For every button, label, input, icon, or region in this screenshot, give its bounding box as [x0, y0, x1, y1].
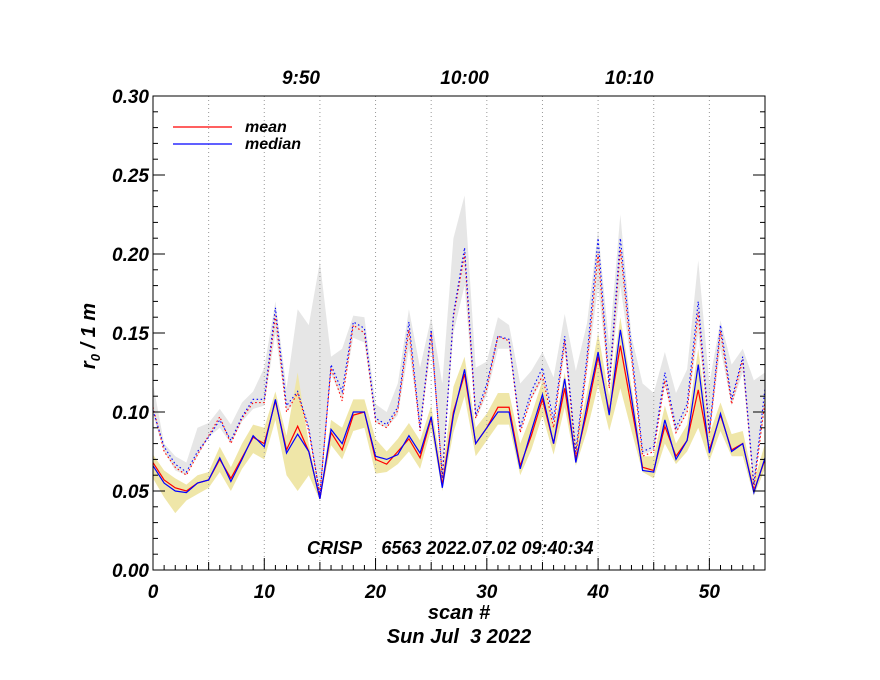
data-series — [152, 238, 766, 500]
legend-mean-label: mean — [245, 119, 287, 136]
x-tick-label: 0 — [148, 582, 159, 603]
legend-median-label: median — [245, 136, 301, 153]
x-tick-label: 20 — [364, 582, 387, 603]
lower-khaki-band — [153, 317, 765, 514]
mean-line — [152, 345, 766, 500]
y-tick-label: 0.30 — [112, 87, 149, 108]
x-tick-label: 10 — [254, 582, 276, 603]
x-tick-label: 30 — [476, 582, 498, 603]
upper-gray-band — [153, 195, 765, 495]
y-tick-label: 0.15 — [112, 324, 149, 345]
axis-ticks — [152, 95, 766, 571]
legend: mean median — [173, 119, 301, 153]
top-time-label: 10:00 — [440, 68, 489, 89]
mean-upper-dotted-line — [152, 249, 766, 495]
annotation-text: CRISP 6563 2022.07.02 09:40:34 — [307, 538, 594, 558]
y-tick-label: 0.20 — [112, 245, 149, 266]
tick-labels: 0 10 20 30 40 50 0.00 0.05 0.10 0.15 0.20 0.25 0.30 9… — [112, 68, 720, 603]
y-tick-label: 0.10 — [112, 403, 149, 424]
y-tick-label: 0.25 — [112, 166, 149, 187]
median-line — [152, 329, 766, 500]
x-tick-label: 50 — [699, 582, 721, 603]
date-label: Sun Jul 3 2022 — [387, 626, 532, 648]
y-tick-label: 0.05 — [112, 482, 149, 503]
shaded-bands — [153, 195, 765, 514]
x-axis-label: scan # — [428, 602, 491, 624]
top-time-label: 10:10 — [605, 68, 654, 89]
y-axis-label: r0 / 1 m — [78, 303, 103, 369]
x-tick-label: 40 — [587, 582, 610, 603]
y-tick-label: 0.00 — [112, 561, 149, 582]
vertical-grid — [208, 96, 710, 570]
top-time-label: 9:50 — [282, 68, 320, 89]
plot-frame — [152, 95, 766, 571]
